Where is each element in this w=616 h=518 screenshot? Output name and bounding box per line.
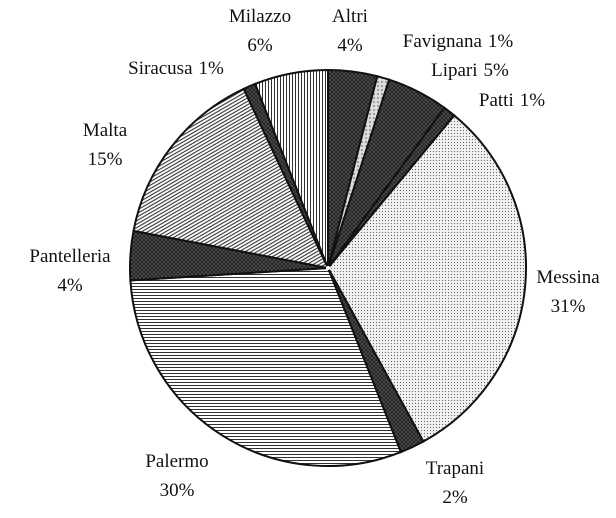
- value-label: 6%: [247, 35, 273, 56]
- category-label: Siracusa: [128, 58, 193, 79]
- value-label: 31%: [551, 296, 586, 317]
- value-label: 30%: [160, 480, 195, 501]
- value-label: 1%: [520, 90, 546, 111]
- category-label: Milazzo: [229, 6, 291, 27]
- value-label: 15%: [88, 149, 123, 170]
- pie-slice: [253, 68, 329, 269]
- value-label: 1%: [199, 58, 225, 79]
- category-label: Malta: [83, 120, 128, 141]
- category-label: Altri: [332, 6, 368, 27]
- slice-label: Favignana 1%: [403, 31, 514, 52]
- category-label: Pantelleria: [29, 246, 111, 267]
- slice-label: Patti 1%: [479, 90, 545, 111]
- value-label: 2%: [442, 487, 468, 508]
- slice-label: Siracusa 1%: [128, 58, 224, 79]
- category-label: Messina: [536, 267, 600, 288]
- value-label: 5%: [484, 60, 510, 81]
- slice-label: Lipari 5%: [431, 60, 509, 81]
- pie-slice: [326, 114, 527, 443]
- category-label: Patti: [479, 90, 514, 111]
- category-label: Lipari: [431, 60, 477, 81]
- value-label: 4%: [57, 275, 83, 296]
- pie-center: [326, 266, 330, 270]
- value-label: 1%: [488, 31, 514, 52]
- value-label: 4%: [337, 35, 363, 56]
- category-label: Palermo: [145, 451, 208, 472]
- category-label: Trapani: [426, 458, 484, 479]
- pie-slice: [129, 266, 403, 467]
- pie-slice: [132, 87, 330, 270]
- category-label: Favignana: [403, 31, 483, 52]
